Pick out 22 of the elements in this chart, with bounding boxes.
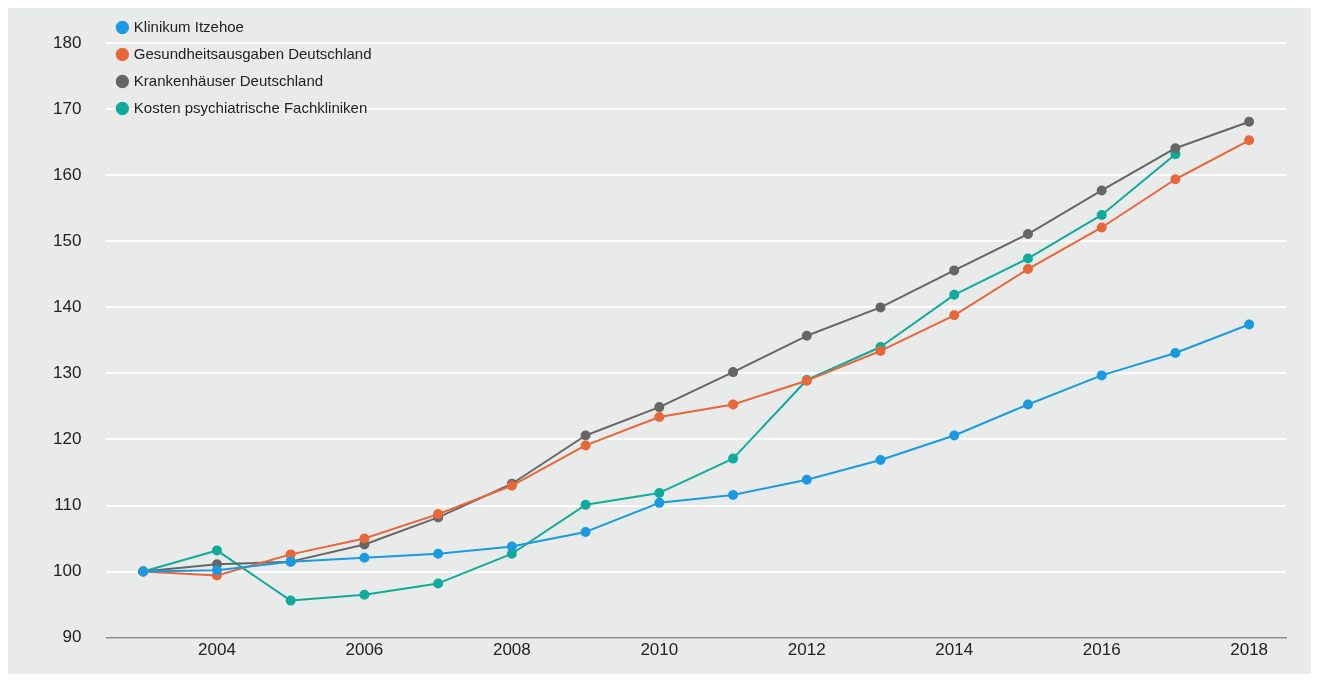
y-tick-label: 130 <box>52 363 82 383</box>
x-tick-label: 2016 <box>1082 640 1121 660</box>
y-tick-label: 100 <box>52 561 82 581</box>
x-tick-label: 2018 <box>1230 640 1269 660</box>
x-tick-label: 2006 <box>345 640 384 660</box>
y-tick-label: 150 <box>52 231 82 251</box>
x-tick-label: 2014 <box>935 640 974 660</box>
x-tick-label: 2010 <box>640 640 679 660</box>
x-tick-label: 2012 <box>787 640 826 660</box>
legend-label: Gesundheitsausgaben Deutschland <box>133 44 372 62</box>
y-tick-label: 160 <box>52 164 82 184</box>
x-tick-label: 2008 <box>492 640 531 660</box>
y-tick-label: 110 <box>54 495 82 515</box>
y-tick-label: 180 <box>52 32 82 52</box>
y-tick-label: 140 <box>52 297 82 317</box>
legend-label: Krankenhäuser Deutschland <box>133 71 324 89</box>
y-tick-label: 120 <box>52 429 82 449</box>
legend-label: Klinikum Itzehoe <box>133 17 244 35</box>
legend-label: Kosten psychiatrische Fachkliniken <box>133 98 368 116</box>
y-tick-label: 170 <box>52 98 82 118</box>
x-tick-label: 2004 <box>198 640 236 660</box>
y-tick-label: 90 <box>62 627 82 647</box>
